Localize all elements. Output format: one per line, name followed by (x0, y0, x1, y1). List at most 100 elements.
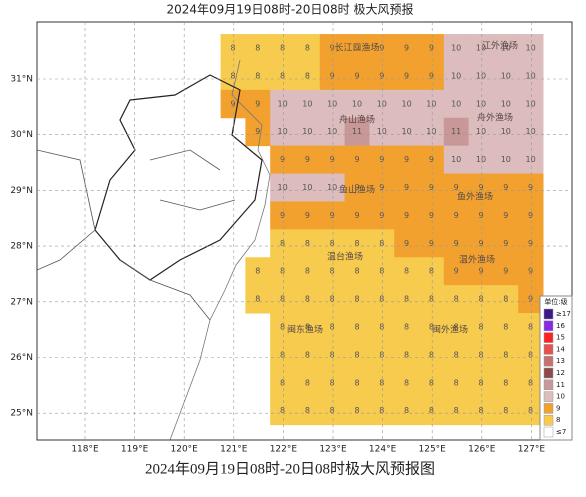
legend-swatch (543, 414, 554, 426)
wind-cell (468, 89, 494, 119)
wind-value: 9 (478, 239, 483, 248)
wind-cell (295, 61, 321, 91)
wind-cell (493, 340, 519, 370)
wind-cell (270, 145, 296, 175)
wind-value: 8 (404, 350, 409, 359)
wind-value: 9 (478, 267, 483, 276)
wind-value: 9 (354, 71, 359, 80)
wind-cell (369, 368, 395, 398)
wind-cell (319, 368, 346, 398)
wind-value: 8 (478, 295, 483, 304)
wind-cell (419, 285, 445, 314)
wind-cell (493, 285, 519, 314)
wind-cell (319, 229, 346, 258)
wind-value: 8 (379, 406, 384, 415)
wind-value: 10 (302, 183, 312, 192)
wind-value: 9 (404, 155, 409, 164)
wind-cell (295, 201, 321, 230)
wind-cell (344, 117, 370, 147)
wind-value: 10 (501, 71, 511, 80)
wind-cell (518, 340, 544, 370)
legend-label: 13 (556, 357, 565, 365)
lon-tick-label: 119°E (121, 445, 149, 455)
wind-cell (443, 368, 470, 398)
wind-cell (419, 340, 445, 370)
wind-value: 9 (528, 211, 533, 220)
wind-value: 9 (280, 211, 285, 220)
wind-value: 8 (330, 378, 335, 387)
wind-value: 11 (451, 127, 461, 136)
wind-value: 9 (528, 183, 533, 192)
wind-cell (468, 201, 494, 230)
wind-cell (493, 145, 519, 175)
wind-value: 8 (404, 295, 409, 304)
caption: 2024年09月19日08时-20日08时极大风预报图 (145, 460, 435, 477)
wind-cell (518, 368, 544, 398)
wind-value: 8 (429, 378, 434, 387)
lon-tick-label: 118°E (71, 445, 99, 455)
wind-cell (443, 89, 470, 119)
lon-tick-label: 126°E (468, 445, 496, 455)
wind-cell (369, 257, 395, 286)
wind-cell (419, 145, 445, 175)
wind-cell (369, 313, 395, 342)
wind-cell (443, 201, 470, 230)
wind-value: 9 (429, 71, 434, 80)
wind-cell (319, 201, 346, 230)
wind-cell (443, 61, 470, 91)
wind-cell (443, 117, 470, 147)
wind-value: 8 (379, 378, 384, 387)
wind-value: 11 (352, 127, 362, 136)
wind-value: 10 (526, 127, 536, 136)
wind-cell (443, 173, 470, 202)
legend-swatch (543, 426, 554, 438)
wind-cell (369, 201, 395, 230)
wind-cell (419, 173, 445, 202)
wind-value: 8 (429, 267, 434, 276)
legend-label: 16 (556, 322, 565, 330)
wind-cell (394, 368, 420, 398)
wind-value: 9 (429, 183, 434, 192)
fishing-area-label: 闽东渔场 (287, 324, 323, 336)
wind-value: 9 (354, 44, 359, 53)
wind-cell (468, 229, 494, 258)
wind-value: 10 (526, 71, 536, 80)
legend-label: ≤7 (556, 428, 566, 436)
wind-value: 9 (454, 183, 459, 192)
lat-tick-label: 25°N (10, 409, 33, 419)
wind-value: 9 (429, 44, 434, 53)
wind-cell (369, 34, 395, 63)
lon-tick-label: 125°E (419, 445, 447, 455)
wind-cell (220, 89, 246, 119)
wind-value: 10 (352, 99, 362, 108)
legend-label: 10 (556, 393, 565, 401)
wind-value: 9 (528, 267, 533, 276)
wind-value: 8 (305, 295, 310, 304)
boundaries (37, 59, 271, 440)
wind-cell (518, 285, 544, 314)
wind-cell (394, 313, 420, 342)
wind-cell (443, 34, 470, 63)
wind-value: 8 (280, 323, 285, 332)
wind-cell (295, 396, 321, 426)
wind-value: 8 (478, 350, 483, 359)
wind-value: 8 (305, 71, 310, 80)
wind-cell (518, 396, 544, 426)
lon-tick-label: 127°E (518, 445, 546, 455)
wind-cell (270, 285, 296, 314)
wind-value: 8 (255, 295, 260, 304)
wind-value: 9 (379, 211, 384, 220)
wind-value: 10 (451, 71, 461, 80)
wind-cell (245, 257, 271, 286)
wind-value: 9 (354, 155, 359, 164)
wind-value: 9 (379, 44, 384, 53)
wind-cell (493, 201, 519, 230)
wind-cell (518, 145, 544, 175)
wind-cell (394, 229, 420, 258)
wind-value: 8 (330, 295, 335, 304)
wind-value: 8 (255, 44, 260, 53)
wind-value: 8 (528, 323, 533, 332)
wind-cell (295, 34, 321, 63)
wind-cell (468, 313, 494, 342)
wind-value: 9 (454, 267, 459, 276)
